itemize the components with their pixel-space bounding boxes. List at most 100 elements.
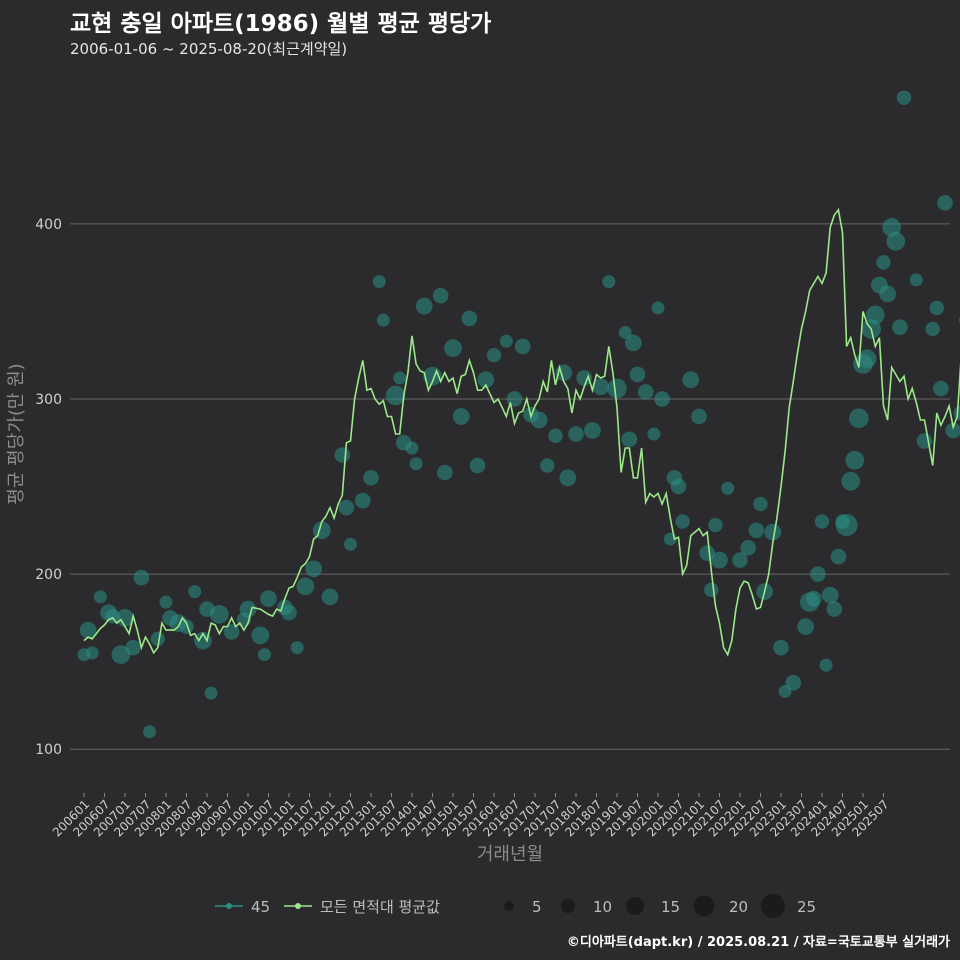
legend-size-label-15: 15 — [661, 898, 680, 916]
scatter-point-71 — [618, 325, 632, 339]
scatter-point-7 — [116, 608, 134, 627]
scatter-point-36 — [343, 537, 358, 551]
scatter-point-96 — [773, 639, 789, 656]
scatter-point-101 — [805, 590, 822, 607]
scatter-point-2 — [85, 646, 99, 660]
scatter-point-111 — [845, 450, 865, 470]
scatter-point-1 — [79, 621, 97, 639]
scatter-point-68 — [592, 378, 609, 396]
scatter-point-46 — [415, 297, 433, 315]
scatter-point-20 — [209, 605, 229, 624]
scatter-point-77 — [651, 301, 665, 315]
scatter-point-107 — [830, 548, 847, 565]
scatter-point-3 — [93, 590, 107, 604]
legend-size-circle-5 — [504, 901, 514, 911]
scatter-point-25 — [257, 648, 271, 662]
scatter-point-76 — [647, 427, 661, 441]
legend-item-average: 모든 면적대 평균값 — [284, 898, 440, 916]
x-axis-ticks: 2006012006072007012007072008012008072009… — [50, 793, 892, 840]
scatter-point-61 — [540, 458, 555, 473]
scatter-point-60 — [530, 411, 548, 429]
scatter-point-28 — [281, 604, 297, 621]
scatter-point-109 — [835, 514, 858, 537]
legend-point-average — [295, 903, 301, 909]
legend-size-label-10: 10 — [593, 898, 612, 916]
scatter-point-56 — [499, 334, 513, 348]
scatter-point-86 — [704, 582, 719, 598]
scatter-point-74 — [629, 366, 646, 383]
scatter-point-121 — [886, 232, 906, 251]
scatter-point-49 — [436, 464, 453, 481]
scatter-point-78 — [654, 391, 670, 407]
scatter-point-12 — [159, 595, 173, 609]
legend-size-circle-15 — [626, 897, 644, 915]
scatter-point-8 — [125, 639, 142, 656]
scatter-point-53 — [469, 457, 486, 474]
y-axis-title: 평균 평당가(만 원) — [6, 363, 27, 504]
scatter-point-128 — [933, 380, 949, 397]
scatter-point-90 — [732, 552, 748, 568]
scatter-point-104 — [819, 658, 833, 672]
scatter-point-129 — [937, 195, 953, 211]
scatter-point-58 — [514, 338, 531, 355]
scatter-point-123 — [896, 90, 912, 105]
scatter-point-81 — [670, 478, 687, 495]
scatter-point-124 — [909, 273, 923, 287]
scatter-point-26 — [260, 590, 277, 607]
scatter-point-16 — [188, 585, 202, 599]
scatter-point-9 — [133, 569, 150, 586]
scatter-point-89 — [721, 481, 735, 495]
scatter-point-122 — [892, 319, 908, 335]
scatter-point-23 — [239, 600, 257, 618]
scatter-point-93 — [753, 496, 768, 512]
scatter-point-37 — [354, 492, 371, 509]
scatter-point-114 — [857, 349, 877, 369]
scatter-point-45 — [409, 457, 423, 471]
scatter-point-112 — [849, 408, 869, 429]
scatter-point-40 — [376, 313, 390, 327]
scatter-point-116 — [865, 305, 885, 325]
chart-subtitle: 2006-01-06 ~ 2025-08-20(최근계약일) — [70, 40, 348, 58]
scatter-point-85 — [699, 545, 716, 561]
scatter-point-30 — [296, 577, 315, 596]
scatter-point-66 — [576, 370, 593, 386]
scatter-point-72 — [621, 431, 638, 448]
scatter-point-118 — [876, 255, 891, 270]
legend-label-average: 모든 면적대 평균값 — [320, 898, 440, 916]
scatter-point-52 — [461, 310, 478, 327]
scatter-point-106 — [826, 601, 843, 617]
scatter-point-35 — [338, 499, 355, 516]
scatter-point-64 — [559, 469, 577, 487]
scatter-point-83 — [682, 371, 700, 389]
scatter-point-31 — [305, 560, 322, 578]
scatter-point-110 — [841, 471, 861, 491]
scatter-point-48 — [432, 287, 449, 304]
scatter-point-6 — [111, 645, 131, 665]
scatter-point-62 — [548, 428, 563, 443]
scatter-point-54 — [477, 371, 495, 389]
scatter-point-67 — [584, 422, 601, 439]
scatter-point-95 — [764, 523, 782, 541]
source-caption: ©디아파트(dapt.kr) / 2025.08.21 / 자료=국토교통부 실… — [566, 935, 950, 950]
scatter-point-15 — [179, 619, 194, 634]
scatter-point-11 — [150, 631, 165, 647]
y-axis-ticks: 100 200 300 400 — [35, 217, 62, 758]
scatter-point-73 — [625, 334, 642, 352]
scatter-point-19 — [204, 686, 218, 700]
scatter-point-126 — [925, 321, 940, 337]
scatter-point-44 — [405, 441, 419, 455]
scatter-point-70 — [607, 378, 627, 399]
y-tick-label-100: 100 — [35, 742, 62, 758]
legend-item-45: 45 — [215, 898, 270, 916]
average-price-line — [83, 207, 960, 657]
scatter-point-88 — [711, 551, 728, 569]
scatter-point-84 — [691, 408, 707, 425]
legend-size-label-20: 20 — [729, 898, 748, 916]
chart-title: 교현 충일 아파트(1986) 월별 평균 평당가 — [70, 11, 492, 37]
scatter-point-102 — [810, 566, 826, 582]
scatter-point-55 — [486, 347, 502, 363]
legend-size-key: 5 10 15 20 25 — [504, 894, 816, 918]
scatter-point-41 — [385, 385, 406, 406]
scatter-point-105 — [821, 586, 839, 604]
scatter-point-39 — [372, 275, 386, 289]
